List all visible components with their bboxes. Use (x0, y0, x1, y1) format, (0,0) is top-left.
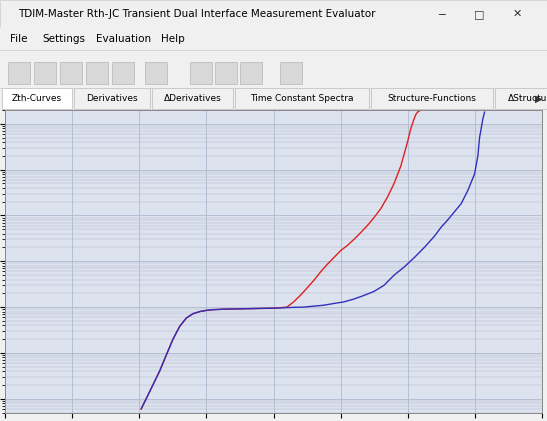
Bar (190, 62, 212, 84)
Bar (2, 88, 72, 109)
Bar (0, 28, 547, 50)
Text: Help: Help (161, 34, 185, 44)
Text: TDIM-Master Rth-JC Transient Dual Interface Measurement Evaluator: TDIM-Master Rth-JC Transient Dual Interf… (18, 9, 375, 19)
Bar (371, 88, 493, 109)
Text: Zth-Curves: Zth-Curves (12, 94, 62, 103)
Text: Time Constant Spectra: Time Constant Spectra (251, 94, 354, 103)
Bar (215, 62, 237, 84)
Bar (60, 62, 82, 84)
Text: ▶: ▶ (536, 94, 543, 104)
Bar (496, 88, 547, 109)
Bar (145, 62, 167, 84)
Text: File: File (10, 34, 27, 44)
Bar (112, 62, 134, 84)
Bar (0, 50, 547, 88)
Bar (86, 62, 108, 84)
Text: ✕: ✕ (513, 9, 522, 19)
Text: Evaluation: Evaluation (96, 34, 151, 44)
Text: ΔStructure-: ΔStructure- (508, 94, 547, 103)
Text: Structure-Functions: Structure-Functions (388, 94, 477, 103)
Bar (34, 62, 56, 84)
Text: Settings: Settings (42, 34, 85, 44)
Bar (240, 62, 262, 84)
Text: ΔDerivatives: ΔDerivatives (164, 94, 222, 103)
Bar (280, 62, 302, 84)
Text: Derivatives: Derivatives (86, 94, 138, 103)
Bar (0, 88, 547, 110)
Bar (0, 0, 547, 28)
Text: ─: ─ (438, 9, 444, 19)
Bar (152, 88, 234, 109)
Bar (235, 88, 369, 109)
Text: □: □ (474, 9, 484, 19)
Bar (8, 62, 30, 84)
Bar (74, 88, 150, 109)
